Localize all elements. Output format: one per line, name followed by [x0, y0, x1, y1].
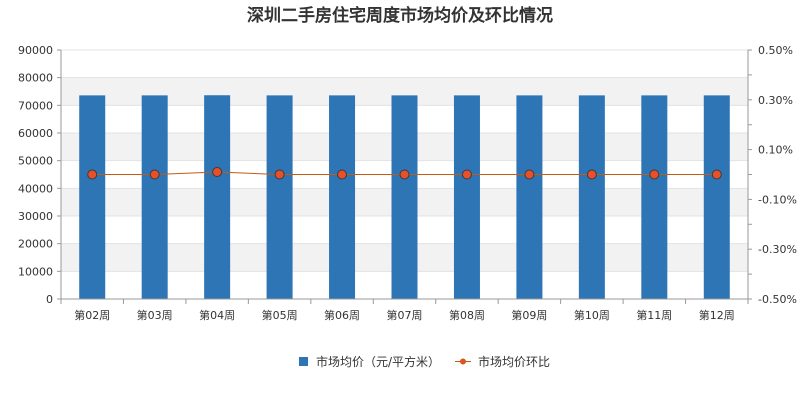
left-axis-tick-label: 20000 [18, 238, 53, 251]
x-axis-tick-label: 第11周 [636, 308, 672, 322]
legend-bar-label: 市场均价（元/平方米） [316, 354, 440, 369]
left-axis-tick-label: 50000 [18, 155, 53, 168]
x-axis-tick-label: 第06周 [324, 308, 360, 322]
right-axis-tick-label: -0.30% [758, 243, 797, 256]
legend-line-label: 市场均价环比 [478, 354, 550, 369]
x-axis: 第02周 第03周 第04周 第05周 第06周 第07周 第08周 第09周 第10周 第11周… [60, 298, 749, 322]
left-axis-tick-label: 90000 [18, 44, 53, 57]
x-axis-tick-label: 第02周 [74, 308, 110, 322]
line-point [586, 169, 597, 180]
line-point [649, 169, 660, 180]
line-point [337, 169, 348, 180]
bar [266, 95, 293, 299]
bar [141, 95, 168, 299]
right-axis-tick-label: -0.50% [758, 293, 797, 306]
x-axis-tick-label: 第12周 [699, 308, 735, 322]
bar [204, 95, 231, 299]
left-axis-tick-label: 0 [46, 293, 53, 306]
right-axis-tick-label: 0.50% [758, 44, 793, 57]
bar-series [79, 95, 730, 299]
x-axis-tick-label: 第05周 [262, 308, 298, 322]
right-axis-tick-label: -0.10% [758, 193, 797, 206]
bar [641, 95, 668, 299]
left-axis-tick-label: 30000 [18, 210, 53, 223]
line-series [87, 167, 722, 180]
bar [516, 95, 543, 299]
left-axis-tick-label: 60000 [18, 127, 53, 140]
line-point [149, 169, 160, 180]
x-axis-tick-label: 第04周 [199, 308, 235, 322]
left-axis: 0 10000 20000 30000 40000 50000 60000 70000 8000… [18, 44, 62, 306]
right-axis-tick-label: 0.30% [758, 94, 793, 107]
bar [703, 95, 730, 299]
bar [391, 95, 418, 299]
x-axis-tick-label: 第09周 [511, 308, 547, 322]
legend-line-marker [460, 358, 466, 365]
left-axis-tick-label: 40000 [18, 182, 53, 195]
legend: 市场均价（元/平方米） 市场均价环比 [299, 354, 550, 369]
chart-title: 深圳二手房住宅周度市场均价及环比情况 [247, 5, 553, 26]
x-axis-tick-label: 第07周 [387, 308, 423, 322]
bar [578, 95, 605, 299]
bar [79, 95, 106, 299]
right-axis: -0.50% -0.30% -0.10% 0.10% 0.30% 0.50% [747, 44, 797, 306]
x-axis-tick-label: 第08周 [449, 308, 485, 322]
x-axis-tick-label: 第03周 [137, 308, 173, 322]
right-axis-tick-label: 0.10% [758, 144, 793, 157]
line-point [274, 169, 285, 180]
left-axis-tick-label: 80000 [18, 72, 53, 85]
line-point [524, 169, 535, 180]
bar [453, 95, 480, 299]
legend-bar-swatch [299, 357, 308, 366]
line-point [461, 169, 472, 180]
line-point [87, 169, 98, 180]
line-point [711, 169, 722, 180]
line-point [212, 167, 223, 178]
line-point [399, 169, 410, 180]
left-axis-tick-label: 70000 [18, 99, 53, 112]
x-axis-tick-label: 第10周 [574, 308, 610, 322]
left-axis-tick-label: 10000 [18, 265, 53, 278]
bar [329, 95, 356, 299]
